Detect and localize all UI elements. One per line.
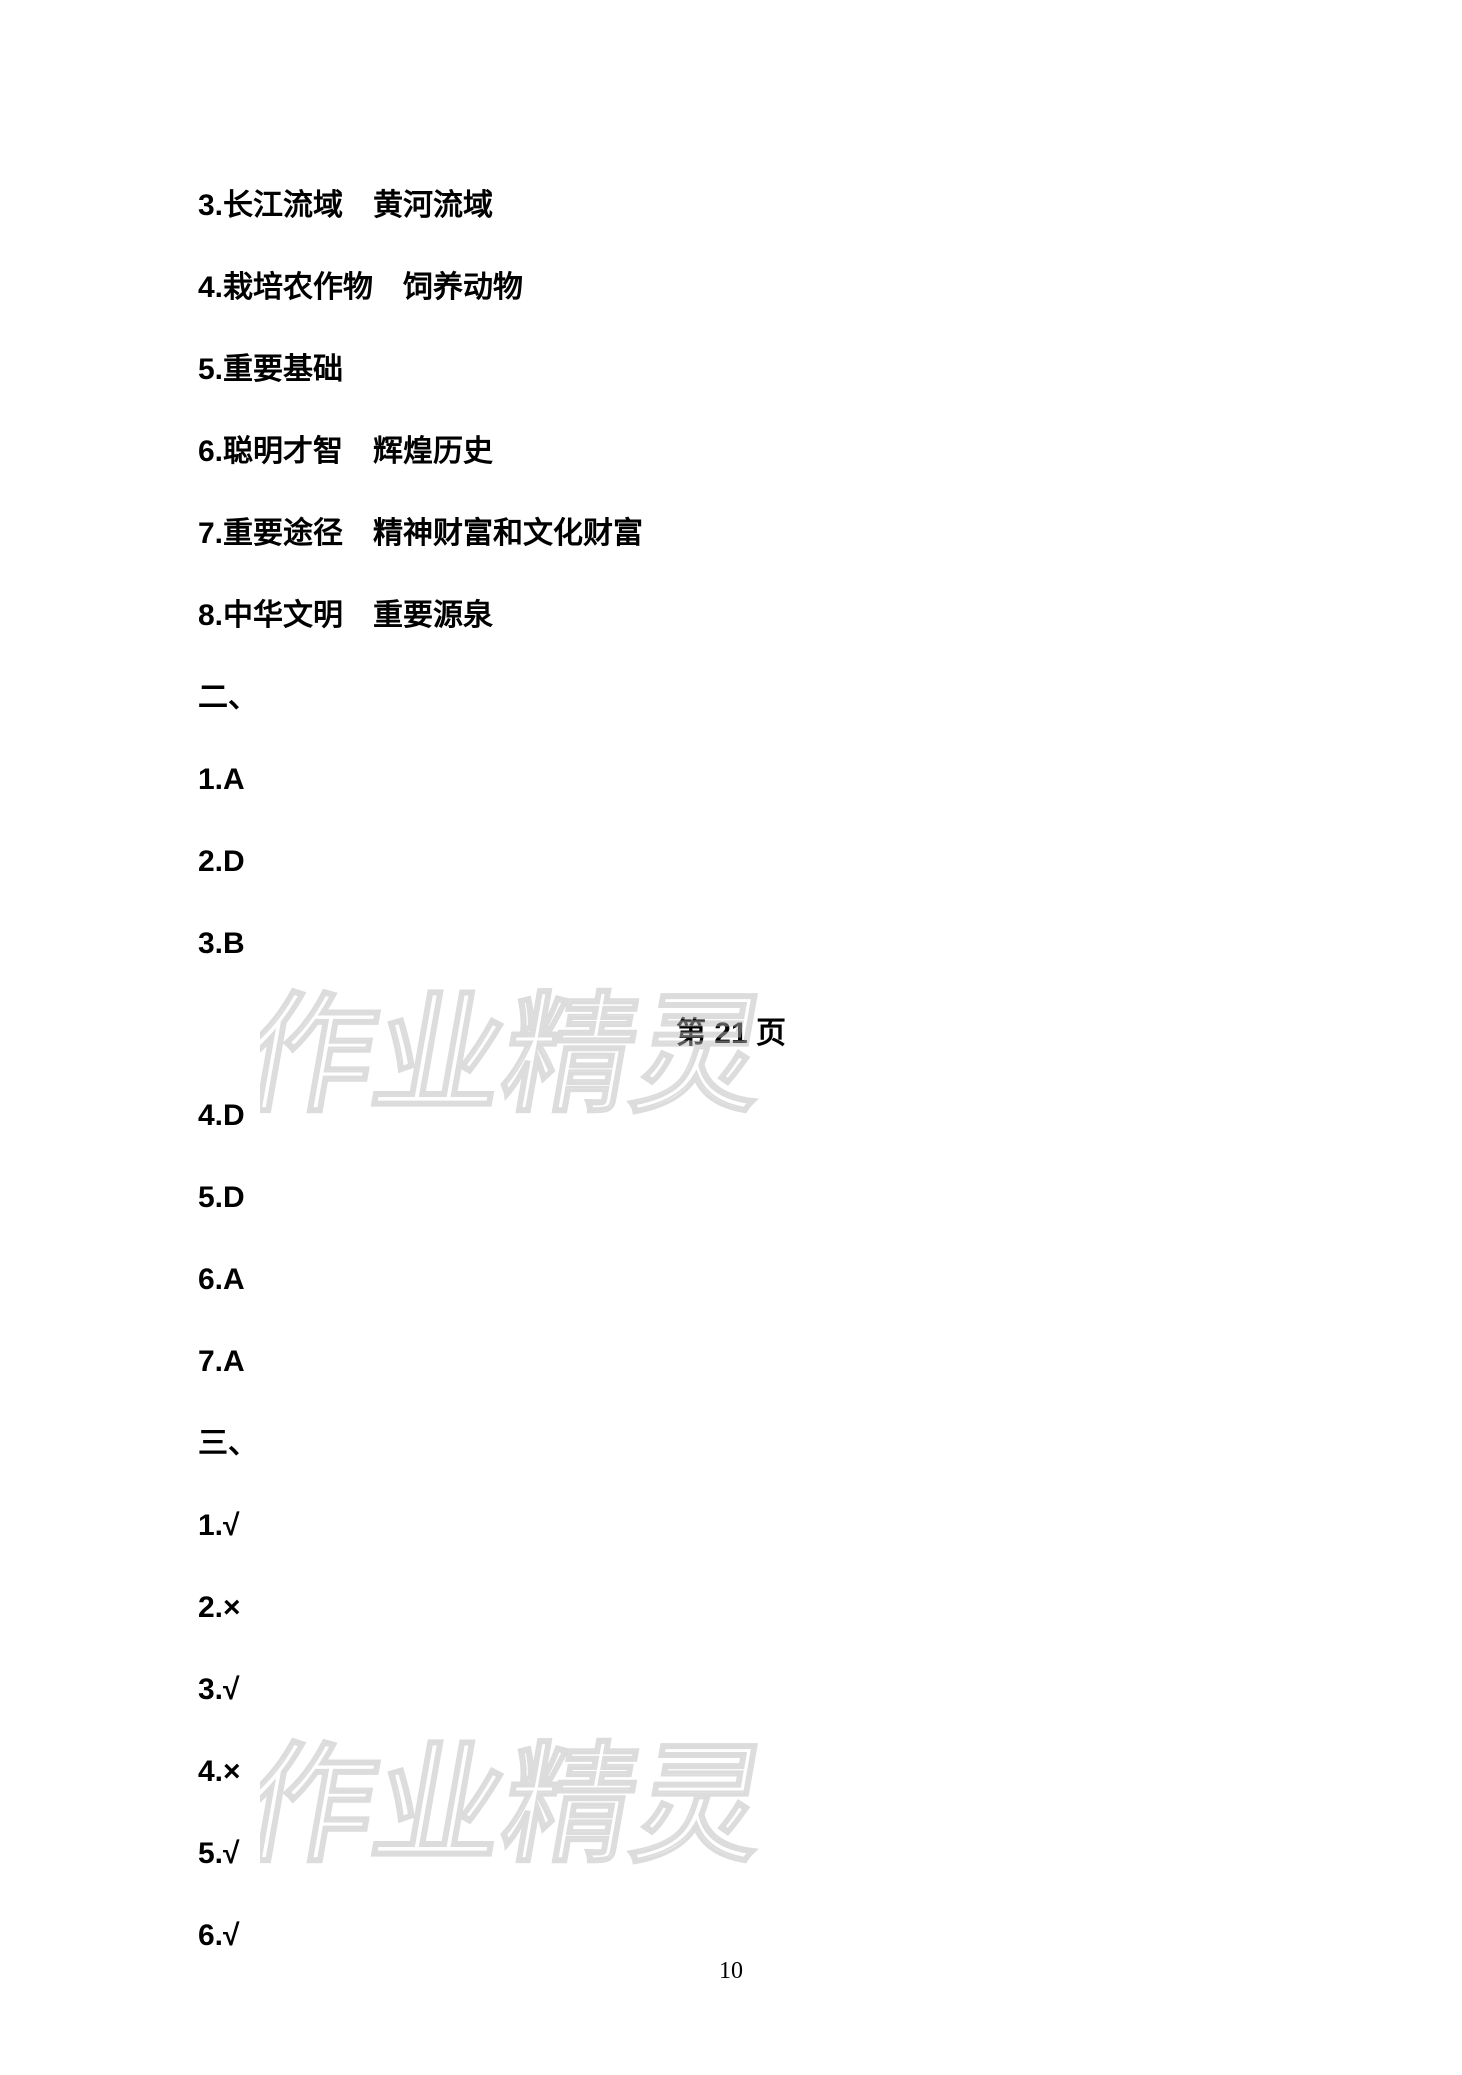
- section-2-header: 二、: [198, 680, 1264, 716]
- section-3-item-1: 1.√: [198, 1508, 1264, 1544]
- section-2-item-2: 2.D: [198, 844, 1264, 880]
- section-3-header: 三、: [198, 1426, 1264, 1462]
- answer-item-6: 6.聪明才智 辉煌历史: [198, 434, 1264, 470]
- section-3-item-5: 5.√: [198, 1836, 1264, 1872]
- answer-item-3: 3.长江流域 黄河流域: [198, 188, 1264, 224]
- section-2-item-6: 6.A: [198, 1262, 1264, 1298]
- section-3-item-6: 6.√: [198, 1918, 1264, 1954]
- section-2-item-5: 5.D: [198, 1180, 1264, 1216]
- page-header: 第 21 页: [198, 1008, 1264, 1052]
- section-3-item-4: 4.×: [198, 1754, 1264, 1790]
- section-3-item-3: 3.√: [198, 1672, 1264, 1708]
- page-number: 10: [0, 1958, 1462, 1985]
- section-2-item-3: 3.B: [198, 926, 1264, 962]
- answer-item-8: 8.中华文明 重要源泉: [198, 598, 1264, 634]
- section-2-item-1: 1.A: [198, 762, 1264, 798]
- answer-item-5: 5.重要基础: [198, 352, 1264, 388]
- document-content: 3.长江流域 黄河流域 4.栽培农作物 饲养动物 5.重要基础 6.聪明才智 辉…: [0, 0, 1462, 1954]
- section-2-item-7: 7.A: [198, 1344, 1264, 1380]
- section-3-item-2: 2.×: [198, 1590, 1264, 1626]
- section-2-item-4: 4.D: [198, 1098, 1264, 1134]
- answer-item-4: 4.栽培农作物 饲养动物: [198, 270, 1264, 306]
- answer-item-7: 7.重要途径 精神财富和文化财富: [198, 516, 1264, 552]
